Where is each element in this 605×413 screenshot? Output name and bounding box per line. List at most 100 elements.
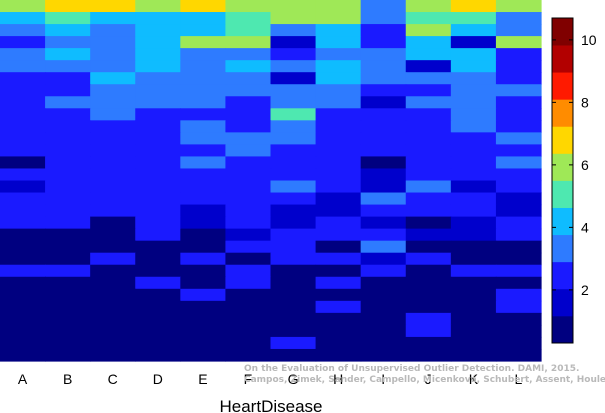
heatmap-cell xyxy=(405,12,452,25)
heatmap-cell xyxy=(45,324,91,338)
heatmap-cell xyxy=(360,312,407,326)
heatmap-cell xyxy=(450,288,497,302)
heatmap-cell xyxy=(270,108,317,121)
colorbar-tick-label: 4 xyxy=(581,219,589,235)
heatmap-cell xyxy=(495,336,542,350)
x-tick-label: I xyxy=(381,371,385,387)
heatmap-cell xyxy=(270,288,317,302)
heatmap-cell xyxy=(180,264,227,278)
heatmap-cell xyxy=(0,204,46,218)
heatmap-cell xyxy=(450,336,497,350)
heatmap-cell xyxy=(135,144,181,158)
heatmap-cell xyxy=(135,180,181,194)
heatmap-cell xyxy=(135,336,181,350)
heatmap-cell xyxy=(495,108,542,121)
heatmap-cell xyxy=(270,132,317,145)
heatmap-cell xyxy=(90,108,136,121)
colorbar-segment xyxy=(552,315,573,344)
heatmap-cell xyxy=(450,60,497,73)
heatmap-cell xyxy=(45,300,91,314)
heatmap-cell xyxy=(180,204,227,218)
colorbar-tick-label: 8 xyxy=(581,94,589,110)
heatmap-cell xyxy=(135,300,181,314)
heatmap-cell xyxy=(405,132,452,145)
heatmap-cell xyxy=(0,132,46,145)
heatmap-cell xyxy=(45,204,91,218)
heatmap-cell xyxy=(450,252,497,266)
heatmap-cell xyxy=(0,192,46,206)
heatmap-cell xyxy=(90,96,136,109)
heatmap-cell xyxy=(360,204,407,218)
heatmap-cell xyxy=(270,48,317,61)
colorbar-segment xyxy=(552,261,573,290)
heatmap-cell xyxy=(495,0,542,13)
heatmap-cell xyxy=(225,0,272,13)
heatmap-cell xyxy=(360,0,407,13)
x-tick-label: A xyxy=(18,371,28,387)
heatmap-cell xyxy=(45,108,91,121)
heatmap-cell xyxy=(90,216,136,230)
heatmap-cell xyxy=(450,312,497,326)
heatmap-cell xyxy=(90,144,136,158)
heatmap-cell xyxy=(45,36,91,49)
colorbar-tick-labels: 2 4 6 8 10 xyxy=(552,32,597,298)
heatmap-cell xyxy=(450,168,497,182)
heatmap-cell xyxy=(405,216,452,230)
heatmap-cell xyxy=(135,12,181,25)
heatmap-cell xyxy=(360,144,407,158)
heatmap-cell xyxy=(495,156,542,170)
heatmap-cell xyxy=(270,72,317,85)
heatmap-cell xyxy=(90,180,136,194)
heatmap-cell xyxy=(495,216,542,230)
heatmap-cell xyxy=(90,168,136,182)
heatmap-cell xyxy=(180,240,227,254)
heatmap-cell xyxy=(225,264,272,278)
heatmap-cell xyxy=(135,36,181,49)
heatmap-cell xyxy=(360,36,407,49)
colorbar-tick-label: 10 xyxy=(581,32,597,48)
heatmap-cell xyxy=(135,60,181,73)
heatmap-cell xyxy=(0,264,46,278)
heatmap-cell xyxy=(0,120,46,133)
heatmap-cell xyxy=(495,312,542,326)
heatmap-cell xyxy=(90,48,136,61)
heatmap-cell xyxy=(315,84,362,97)
colorbar-segment xyxy=(552,234,573,263)
heatmap-cell xyxy=(225,324,272,338)
colorbar-segment xyxy=(552,126,573,154)
heatmap-cell xyxy=(405,180,452,194)
heatmap-cell xyxy=(135,84,181,97)
heatmap-cell xyxy=(450,108,497,121)
heatmap-cell xyxy=(45,264,91,278)
heatmap-cell xyxy=(405,336,452,350)
heatmap-cell xyxy=(315,300,362,314)
heatmap-cell xyxy=(90,132,136,145)
x-tick-label: L xyxy=(515,371,523,387)
heatmap-cell xyxy=(180,36,227,49)
heatmap-cell xyxy=(180,288,227,302)
heatmap-cell xyxy=(270,252,317,266)
colorbar-frame xyxy=(551,17,574,344)
heatmap-cell xyxy=(180,312,227,326)
heatmap-cell xyxy=(45,228,91,242)
heatmap-cell xyxy=(495,96,542,109)
heatmap-cell xyxy=(225,168,272,182)
heatmap-cell xyxy=(0,24,46,37)
heatmap-cell xyxy=(405,300,452,314)
heatmap-cell xyxy=(315,60,362,73)
heatmap-cell xyxy=(270,324,317,338)
heatmap-cell xyxy=(90,0,136,13)
heatmap-cell xyxy=(90,24,136,37)
heatmap-cell xyxy=(270,300,317,314)
heatmap-cell xyxy=(315,48,362,61)
heatmap-cell xyxy=(180,72,227,85)
heatmap-cell xyxy=(315,312,362,326)
heatmap-cell xyxy=(225,84,272,97)
heatmap-cell xyxy=(45,276,91,290)
heatmap-cell xyxy=(45,96,91,109)
heatmap-cell xyxy=(495,240,542,254)
heatmap-cell xyxy=(180,276,227,290)
heatmap-cell xyxy=(360,264,407,278)
heatmap-cell xyxy=(450,324,497,338)
heatmap-cell xyxy=(405,156,452,170)
